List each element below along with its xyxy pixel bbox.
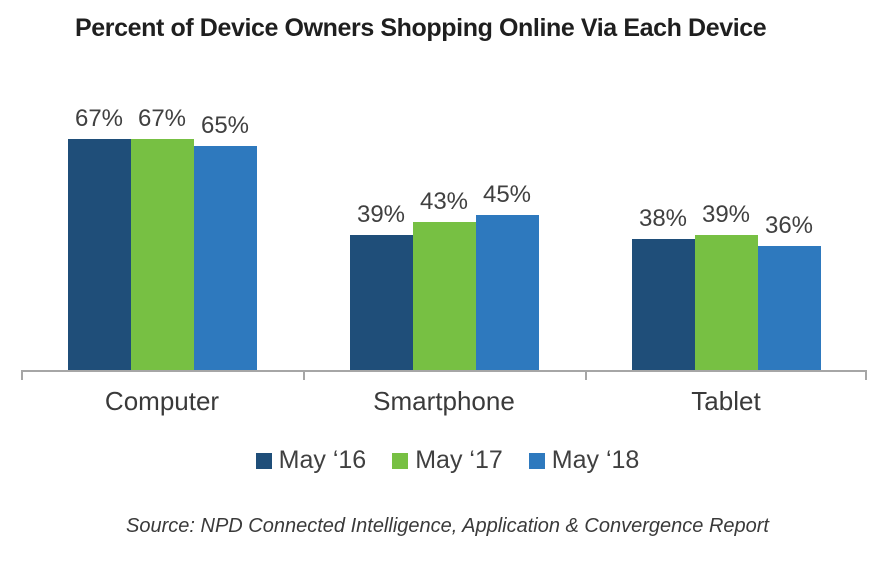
bar-group-tablet: 38% 39% 36% bbox=[585, 80, 867, 370]
legend-swatch-icon bbox=[528, 452, 545, 469]
bar-may-16-tablet: 38% bbox=[631, 206, 695, 370]
bar-value-label: 39% bbox=[701, 201, 751, 229]
bar-value-label: 43% bbox=[419, 187, 469, 215]
x-axis-line bbox=[21, 370, 867, 380]
bar-may-17-computer: 67% bbox=[130, 106, 194, 370]
bar-may-17-tablet: 39% bbox=[694, 203, 758, 370]
bar-value-label: 67% bbox=[74, 104, 124, 132]
bar-value-label: 67% bbox=[137, 104, 187, 132]
axis-tick bbox=[865, 372, 867, 380]
legend-item-may-16: May ‘16 bbox=[255, 446, 367, 475]
category-label-smartphone: Smartphone bbox=[373, 386, 515, 416]
category-label-tablet: Tablet bbox=[691, 386, 761, 416]
axis-tick bbox=[302, 372, 305, 380]
legend-label: May ‘18 bbox=[551, 446, 640, 474]
bar-group-smartphone: 39% 43% 45% bbox=[303, 80, 585, 370]
legend-item-may-18: May ‘18 bbox=[528, 446, 640, 475]
source-note: Source: NPD Connected Intelligence, Appl… bbox=[126, 515, 769, 537]
bar-may-18-smartphone: 45% bbox=[475, 182, 539, 370]
bar-value-label: 36% bbox=[764, 211, 814, 239]
legend: May ‘16 May ‘17 May ‘18 bbox=[0, 446, 895, 475]
bar-may-16-smartphone: 39% bbox=[349, 203, 413, 370]
bar-value-label: 45% bbox=[482, 180, 532, 208]
plot-area: 67% 67% 65% 39% 43% 45% 38% 39% 36% bbox=[21, 80, 867, 380]
bar-may-17-smartphone: 43% bbox=[412, 189, 476, 370]
axis-tick bbox=[21, 372, 23, 380]
category-axis-labels: Computer Smartphone Tablet bbox=[21, 386, 867, 417]
axis-tick bbox=[584, 372, 587, 380]
legend-label: May ‘17 bbox=[415, 446, 503, 474]
bar-value-label: 38% bbox=[638, 204, 688, 232]
legend-label: May ‘16 bbox=[278, 446, 367, 474]
chart-title: Percent of Device Owners Shopping Online… bbox=[75, 14, 767, 42]
legend-swatch-icon bbox=[392, 452, 409, 469]
bar-group-computer: 67% 67% 65% bbox=[21, 80, 303, 370]
bar-may-16-computer: 67% bbox=[67, 106, 131, 370]
bar-groups: 67% 67% 65% 39% 43% 45% 38% 39% 36% bbox=[21, 80, 867, 370]
bar-value-label: 39% bbox=[356, 201, 406, 229]
bar-may-18-tablet: 36% bbox=[757, 213, 821, 370]
bar-may-18-computer: 65% bbox=[193, 113, 257, 370]
category-label-computer: Computer bbox=[104, 386, 220, 416]
legend-swatch-icon bbox=[255, 452, 272, 469]
legend-item-may-17: May ‘17 bbox=[392, 446, 503, 475]
bar-value-label: 65% bbox=[200, 111, 250, 139]
